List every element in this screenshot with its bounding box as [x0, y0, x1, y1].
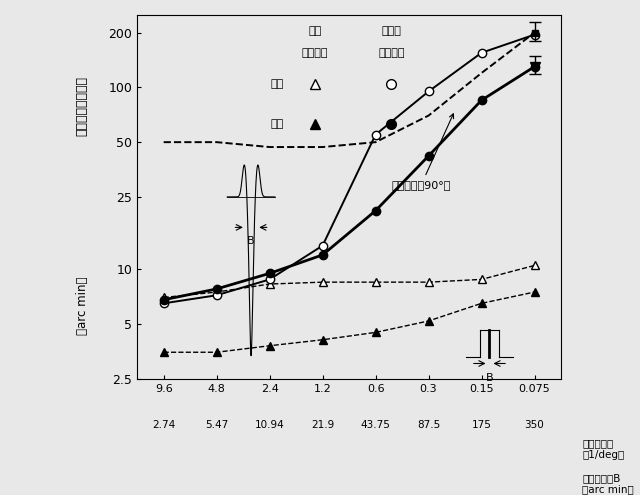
Text: （arc min）: （arc min）	[76, 277, 88, 335]
Text: 10.94: 10.94	[255, 420, 285, 431]
Text: 350: 350	[525, 420, 545, 431]
Text: ドット: ドット	[381, 26, 401, 36]
Text: 175: 175	[472, 420, 492, 431]
Text: B: B	[247, 236, 255, 246]
Text: B: B	[486, 373, 493, 383]
Text: 21.9: 21.9	[311, 420, 334, 431]
Text: パナムの融合領域: パナムの融合領域	[76, 76, 88, 136]
Text: 空間周波数
（1/deg）: 空間周波数 （1/deg）	[582, 438, 625, 460]
Text: 水平: 水平	[271, 79, 284, 89]
Text: 方形: 方形	[308, 26, 322, 36]
Text: パターン: パターン	[302, 48, 328, 58]
Text: パターン幅B
（arc min）: パターン幅B （arc min）	[582, 473, 634, 495]
Text: （両眼視差90°）: （両眼視差90°）	[392, 114, 454, 190]
Text: 2.74: 2.74	[152, 420, 175, 431]
Text: 垂直: 垂直	[271, 119, 284, 129]
Text: パターン: パターン	[378, 48, 404, 58]
Text: 43.75: 43.75	[361, 420, 390, 431]
Text: 87.5: 87.5	[417, 420, 440, 431]
Text: 5.47: 5.47	[205, 420, 228, 431]
